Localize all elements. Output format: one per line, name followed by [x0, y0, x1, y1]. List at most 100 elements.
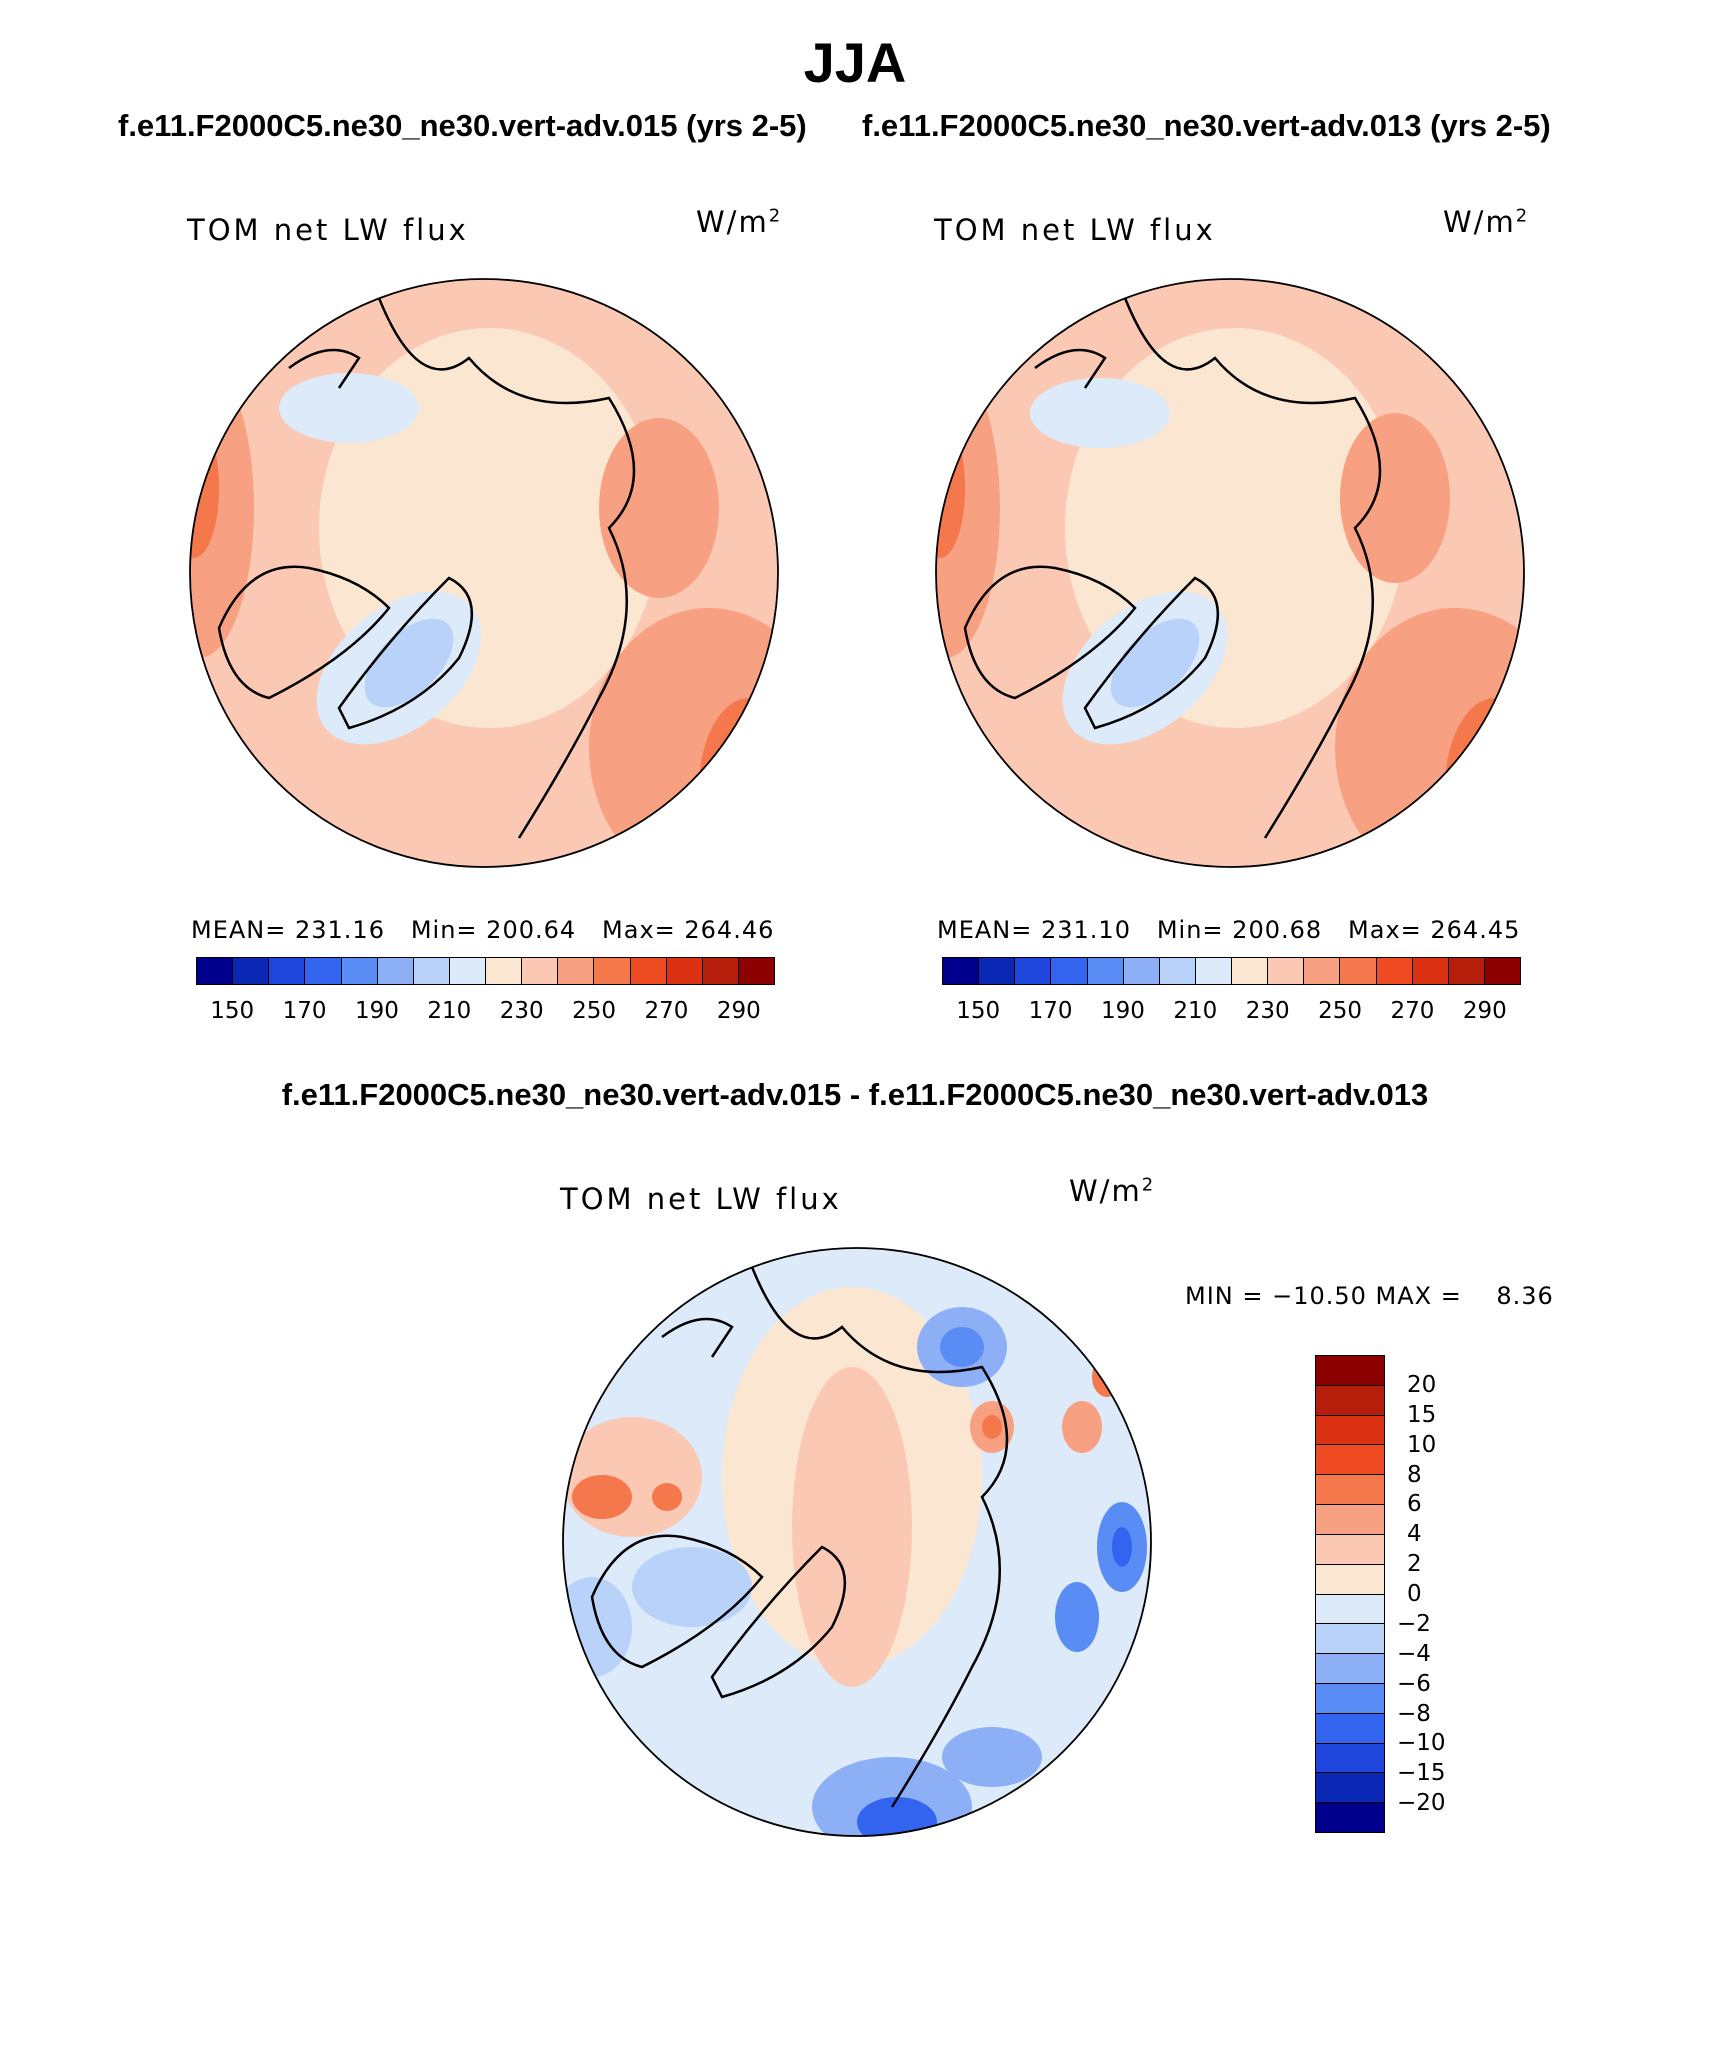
panel-1-heading: f.e11.F2000C5.ne30_ne30.vert-adv.015 (yr… [118, 108, 807, 143]
panel-2-colorbar-swatch [1123, 958, 1160, 984]
panel-2-map-border [935, 278, 1525, 868]
panel-1-colorbar-swatch [197, 958, 234, 984]
panel-2-colorbar-swatch [943, 958, 980, 984]
difference-colorbar-swatch [1316, 1445, 1384, 1476]
difference-colorbar-tick-label: −6 [1397, 1670, 1431, 1697]
panel-2-field-east [1340, 413, 1450, 583]
difference-field-low-3 [1055, 1582, 1099, 1652]
difference-colorbar-swatch [1316, 1773, 1384, 1804]
panel-1-colorbar [196, 957, 775, 985]
panel-1-colorbar-tick-label: 150 [210, 998, 255, 1024]
panel-1-colorbar-swatch [413, 958, 450, 984]
panel-1-coast-canada [217, 565, 391, 700]
panel-2-coast-canada [963, 565, 1137, 700]
panel-1-colorbar-tick-label: 230 [499, 998, 544, 1024]
difference-field-west-peak-2 [652, 1483, 682, 1511]
panel-2-colorbar-swatch [1484, 958, 1520, 984]
panel-2-field-greenland-core [1110, 618, 1200, 708]
panel-2-map [935, 278, 1525, 868]
panel-1-colorbar-swatch [233, 958, 270, 984]
difference-colorbar-tick-label: 8 [1407, 1461, 1422, 1488]
panel-1-variable: TOM net LW flux [187, 213, 469, 247]
difference-field-east-peak-core [982, 1415, 1002, 1439]
panel-2-coast-greenland [1083, 576, 1220, 730]
difference-coast-canada [590, 1534, 764, 1669]
panel-2-colorbar-tick-label: 150 [956, 998, 1001, 1024]
panel-2-coast-alaska [1034, 348, 1107, 389]
panel-2-colorbar-swatch [1340, 958, 1377, 984]
difference-colorbar-swatch [1316, 1654, 1384, 1684]
difference-coast-greenland [710, 1545, 847, 1699]
panel-1-colorbar-swatch [738, 958, 774, 984]
difference-colorbar-tick-label: −10 [1397, 1730, 1446, 1757]
panel-2-colorbar-swatch [1159, 958, 1196, 984]
difference-colorbar-swatch [1316, 1356, 1384, 1386]
panel-1-colorbar-swatch [341, 958, 378, 984]
panel-2-field-southeast-peak [1445, 698, 1524, 867]
panel-1-colorbar-swatch [594, 958, 631, 984]
panel-1-colorbar-tick-label: 170 [282, 998, 327, 1024]
difference-field-central-core [792, 1367, 912, 1687]
difference-colorbar-tick-label: 4 [1407, 1521, 1422, 1548]
panel-2-colorbar-swatch [1268, 958, 1305, 984]
panel-2-colorbar [942, 957, 1521, 985]
panel-1-field-north-low [279, 373, 419, 443]
panel-2-colorbar-swatch [1232, 958, 1269, 984]
panel-2-variable: TOM net LW flux [934, 213, 1216, 247]
difference-colorbar-swatch [1316, 1415, 1384, 1446]
panel-1-units: W/m2 [696, 205, 783, 239]
panel-1-colorbar-swatch [666, 958, 703, 984]
difference-map-border [562, 1247, 1152, 1837]
panel-1-colorbar-swatch [702, 958, 739, 984]
panel-2-colorbar-tick-label: 170 [1028, 998, 1073, 1024]
panel-2-colorbar-swatch [1412, 958, 1449, 984]
difference-colorbar-swatch [1316, 1505, 1384, 1535]
panel-2-heading: f.e11.F2000C5.ne30_ne30.vert-adv.013 (yr… [862, 108, 1551, 143]
difference-colorbar-tick-label: 6 [1407, 1491, 1422, 1518]
difference-field-low-1-core [940, 1327, 984, 1367]
panel-2-colorbar-swatch [1376, 958, 1413, 984]
panel-2-colorbar-tick-label: 290 [1462, 998, 1507, 1024]
difference-field-low-west [563, 1577, 632, 1677]
difference-colorbar-swatch [1316, 1594, 1384, 1625]
panel-2-coast-eurasia [1123, 297, 1382, 839]
panel-2-colorbar-swatch [1051, 958, 1088, 984]
panel-1-colorbar-swatch [449, 958, 486, 984]
panel-2-colorbar-tick-label: 230 [1245, 998, 1290, 1024]
panel-2-units: W/m2 [1443, 205, 1530, 239]
panel-1-colorbar-tick-label: 290 [716, 998, 761, 1024]
panel-1-coast-greenland [337, 576, 474, 730]
difference-colorbar-swatch [1316, 1475, 1384, 1506]
difference-colorbar-swatch [1316, 1385, 1384, 1416]
panel-1-colorbar-swatch [269, 958, 306, 984]
panel-1-colorbar-swatch [558, 958, 595, 984]
panel-2-colorbar-tick-label: 190 [1100, 998, 1145, 1024]
figure-title: JJA [803, 31, 907, 94]
difference-field-low-south-core [857, 1797, 937, 1836]
difference-colorbar-swatch [1316, 1624, 1384, 1655]
difference-colorbar-tick-label: 0 [1407, 1581, 1422, 1607]
difference-map [562, 1247, 1152, 1837]
panel-2-colorbar-tick-label: 270 [1390, 998, 1435, 1024]
panel-1-colorbar-tick-label: 190 [354, 998, 399, 1024]
panel-1-coast-alaska [288, 348, 361, 389]
difference-heading: f.e11.F2000C5.ne30_ne30.vert-adv.015 - f… [281, 1077, 1429, 1112]
difference-colorbar-tick-label: −20 [1397, 1790, 1446, 1817]
panel-2-colorbar-tick-label: 210 [1173, 998, 1218, 1024]
panel-1-colorbar-labels: 150 170 190 210 230 250 270 290 [196, 998, 775, 1028]
difference-colorbar-swatch [1316, 1534, 1384, 1565]
panel-1-colorbar-tick-label: 250 [572, 998, 617, 1024]
panel-2-colorbar-labels: 150 170 190 210 230 250 270 290 [942, 998, 1521, 1028]
difference-colorbar-swatch [1316, 1564, 1384, 1595]
difference-field-far-east-peak [1062, 1401, 1102, 1453]
panel-2-colorbar-swatch [1195, 958, 1232, 984]
panel-2-colorbar-swatch [1304, 958, 1341, 984]
difference-colorbar-tick-label: −8 [1397, 1700, 1431, 1727]
difference-variable: TOM net LW flux [560, 1182, 842, 1216]
panel-1-field-southeast-peak [699, 698, 778, 867]
panel-2-field-west-peak [936, 418, 965, 558]
panel-2-colorbar-swatch [1015, 958, 1052, 984]
difference-field-northeast-peak [1092, 1357, 1122, 1397]
panel-1-field-greenland-core [364, 618, 454, 708]
difference-stats: MIN = −10.50 MAX = 8.36 [1185, 1282, 1554, 1310]
